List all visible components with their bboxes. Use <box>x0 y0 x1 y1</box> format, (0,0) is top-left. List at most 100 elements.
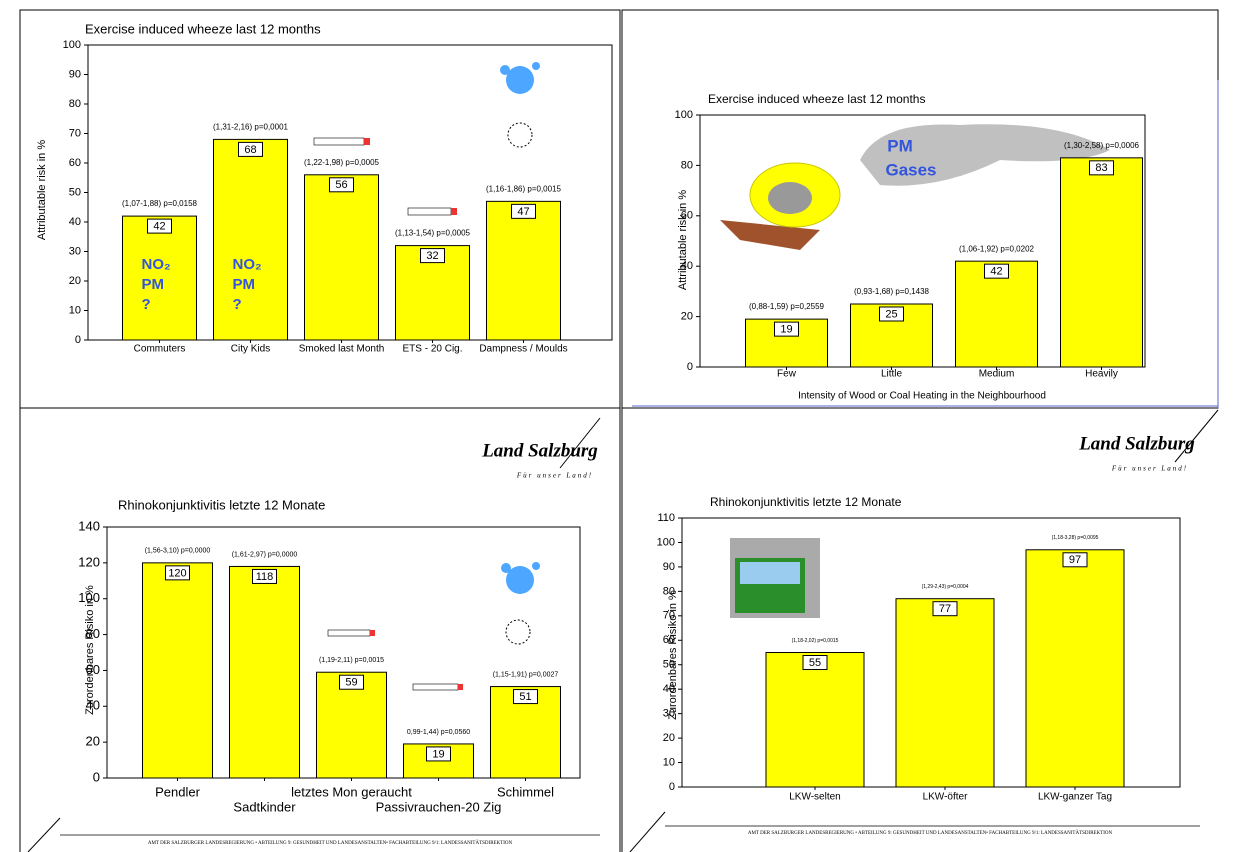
x-tick-label: Dampness / Moulds <box>479 344 567 355</box>
y-tick-label: 0 <box>687 361 693 373</box>
x-tick-label: Heavily <box>1085 369 1118 380</box>
footer: AMT DER SALZBURGER LANDESREGIERUNG • ABT… <box>148 840 513 846</box>
value-label-box <box>1062 552 1088 568</box>
x-tick-label: LKW-öfter <box>923 792 968 803</box>
value-label: 59 <box>345 677 357 689</box>
y-tick-label: 90 <box>69 68 81 80</box>
value-label: 19 <box>432 748 444 760</box>
annotation: (0,88-1,59) p=0,2559 <box>749 302 824 311</box>
value-label-box <box>420 248 445 264</box>
value-label: 42 <box>990 266 1002 278</box>
annotation: (1,07-1,88) p=0,0158 <box>122 199 197 208</box>
chart-title: Rhinokonjunktivitis letzte 12 Monate <box>118 497 325 512</box>
annotation: (1,13-1,54) p=0,0005 <box>395 229 470 238</box>
value-label: 83 <box>1095 162 1107 174</box>
x-tick-label: Smoked last Month <box>299 344 385 355</box>
value-label: 47 <box>517 206 529 218</box>
value-label-box <box>252 568 277 584</box>
y-tick-label: 10 <box>69 304 81 316</box>
bar <box>895 598 995 788</box>
y-tick-label: 50 <box>663 659 675 671</box>
value-label: 56 <box>335 179 347 191</box>
y-tick-label: 80 <box>681 159 693 171</box>
cloud-label: PM <box>887 136 913 155</box>
annotation: (1,18-3,28) p=0,0095 <box>1052 535 1099 541</box>
value-label: 55 <box>809 657 821 669</box>
y-tick-label: 80 <box>663 585 675 597</box>
bar <box>122 215 197 341</box>
y-tick-label: 30 <box>69 245 81 257</box>
annotation: (1,31-2,16) p=0,0001 <box>213 123 288 132</box>
annotation: (0,93-1,68) p=0,1438 <box>854 287 929 296</box>
annotation: (1,16-1,86) p=0,0015 <box>486 184 561 193</box>
y-tick-label: 60 <box>681 210 693 222</box>
y-tick-label: 100 <box>78 590 100 605</box>
bar <box>486 200 561 341</box>
logo-motto: Für unser Land! <box>516 472 593 480</box>
x-tick-label: letztes Mon geraucht <box>291 784 412 799</box>
bar <box>213 138 288 341</box>
value-label-box <box>802 655 828 670</box>
y-tick-label: 0 <box>669 781 675 793</box>
y-axis-label: Attributable risk in % <box>677 190 689 290</box>
y-tick-label: 80 <box>69 98 81 110</box>
cloud-label: Gases <box>885 160 936 179</box>
logo-motto: Für unser Land! <box>1111 465 1188 473</box>
y-tick-label: 40 <box>86 698 100 713</box>
value-label: 32 <box>426 250 438 262</box>
deco-line <box>559 417 601 469</box>
y-tick-label: 20 <box>681 311 693 323</box>
bar-note: ? <box>142 296 151 313</box>
bar-note: ? <box>233 296 242 313</box>
value-label-box <box>426 746 451 762</box>
chart-title: Exercise induced wheeze last 12 months <box>85 21 321 36</box>
bar-note: PM <box>233 276 256 293</box>
x-tick-label: ETS - 20 Cig. <box>402 344 462 355</box>
value-label: 120 <box>168 567 186 579</box>
value-label-box <box>165 565 190 581</box>
annotation: 0,99-1,44) p=0,0560 <box>407 729 470 736</box>
y-tick-label: 60 <box>69 157 81 169</box>
x-axis-label: Intensity of Wood or Coal Heating in the… <box>798 391 1046 402</box>
x-tick-label: Schimmel <box>497 784 554 799</box>
bar <box>1060 157 1143 368</box>
annotation: (1,56-3,10) p=0,0000 <box>145 548 211 555</box>
y-tick-label: 100 <box>63 39 81 51</box>
deco-line <box>629 811 666 852</box>
y-tick-label: 80 <box>86 626 100 641</box>
y-axis-label: Zurordenbares Risiko in % <box>667 590 679 720</box>
y-tick-label: 40 <box>663 683 675 695</box>
bar <box>316 671 387 779</box>
value-label-box <box>774 321 799 337</box>
value-label-box <box>238 141 263 157</box>
annotation: (1,15-1,91) p=0,0027 <box>493 671 559 678</box>
bar <box>142 562 213 779</box>
y-tick-label: 100 <box>675 109 693 121</box>
y-tick-label: 20 <box>86 734 100 749</box>
value-label-box <box>984 263 1009 279</box>
value-label: 19 <box>780 324 792 336</box>
x-tick-label: LKW-ganzer Tag <box>1038 792 1112 803</box>
x-tick-label: Sadtkinder <box>233 799 296 814</box>
value-label-box <box>511 203 536 219</box>
value-label-box <box>1089 160 1114 176</box>
annotation: (1,29-2,43) p=0,0004 <box>922 584 969 590</box>
value-label: 51 <box>519 691 531 703</box>
value-label-box <box>879 306 904 322</box>
y-tick-label: 10 <box>663 756 675 768</box>
value-label: 77 <box>939 603 951 615</box>
value-label-box <box>339 674 364 690</box>
y-tick-label: 140 <box>78 518 100 533</box>
y-axis-label: Attributable risk in % <box>36 140 48 240</box>
annotation: (1,18-2,02) p=0,0015 <box>792 638 839 644</box>
deco-line <box>1174 409 1219 463</box>
bar <box>229 565 300 779</box>
y-axis-label: Zurordenbares Risiko in % <box>84 585 96 715</box>
bar-note: NO₂ <box>233 256 262 273</box>
value-label: 118 <box>256 571 274 583</box>
chart-title: Rhinokonjunktivitis letzte 12 Monate <box>710 495 902 509</box>
bar <box>955 260 1038 368</box>
x-tick-label: LKW-selten <box>789 792 841 803</box>
y-tick-label: 40 <box>69 216 81 228</box>
